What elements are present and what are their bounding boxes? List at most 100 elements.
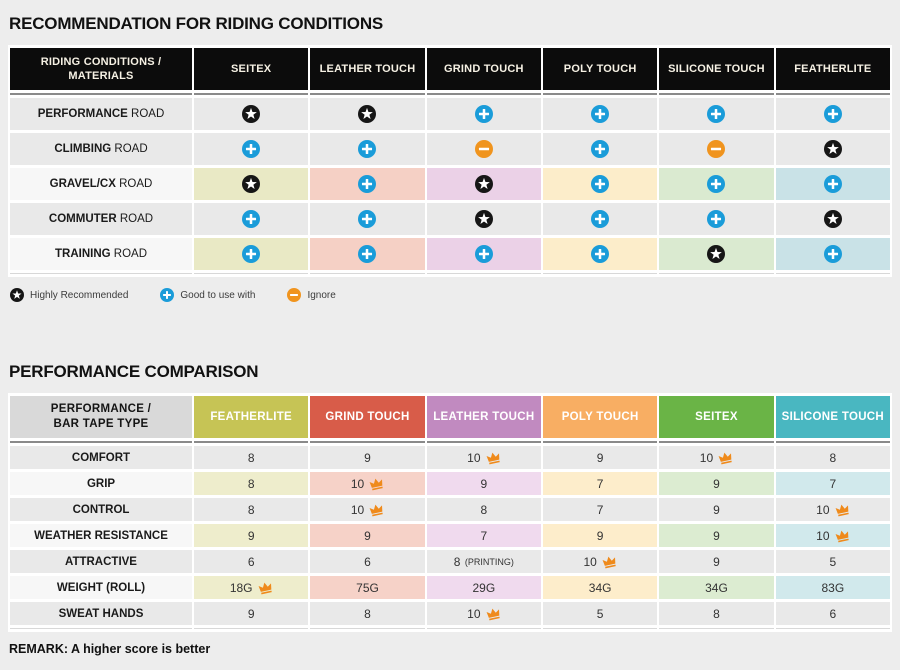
score-value: 9 [247, 528, 255, 543]
score-value: 34G [705, 580, 728, 595]
score-cell: 10 [310, 472, 425, 495]
score-value: 10 [816, 528, 830, 543]
rating-cell [194, 168, 309, 200]
plus-icon [242, 210, 261, 228]
score-cell: 7 [426, 524, 541, 547]
row-label-bold: TRAINING [54, 248, 111, 260]
row-label-text: COMFORT [71, 451, 131, 464]
score-cell: 8 [426, 498, 541, 521]
row-label: ATTRACTIVE [10, 550, 192, 573]
rating-cell [659, 133, 774, 165]
rule-segment [310, 93, 425, 95]
performance-header: PERFORMANCE / BAR TAPE TYPE FEATHERLITE G… [10, 396, 890, 438]
rating-cell [659, 203, 774, 235]
crown-icon [718, 452, 732, 465]
score-value: 10 [816, 502, 830, 517]
minus-icon [474, 140, 493, 158]
corner-line1: RIDING CONDITIONS / [40, 55, 162, 68]
score-value: 6 [829, 606, 837, 621]
corner-line1: PERFORMANCE / [50, 403, 152, 416]
score-value: 9 [480, 476, 488, 491]
performance-row: SWEAT HANDS 9 8 10 5 8 6 [10, 602, 890, 625]
table-bottom-rule [10, 628, 890, 629]
score-cell: 9 [659, 498, 774, 521]
score-cell: 10 [426, 446, 541, 469]
score-value: 9 [713, 502, 720, 517]
rule-segment [194, 273, 309, 274]
corner-header: RIDING CONDITIONS / MATERIALS [10, 48, 192, 90]
rating-cell [775, 133, 890, 165]
score-value: 7 [480, 528, 488, 543]
column-header-featherlite: FEATHERLITE [775, 48, 890, 90]
score-value: 18G [229, 580, 253, 595]
score-cell: 9 [659, 550, 774, 573]
score-value: 5 [829, 554, 837, 569]
riding-condition-row: COMMUTER ROAD [10, 203, 890, 235]
plus-icon [591, 140, 610, 158]
header-underline [10, 93, 890, 95]
column-header-seitex: SEITEX [194, 48, 309, 90]
crown-icon [835, 504, 849, 517]
score-cell: 10 [426, 602, 541, 625]
column-header-silicone-touch: SILICONE TOUCH [775, 396, 890, 438]
score-cell: 9 [310, 446, 425, 469]
row-label: TRAINING ROAD [10, 238, 192, 270]
score-cell: 34G [542, 576, 658, 599]
performance-row: CONTROL 8 10 8 7 9 10 [10, 498, 890, 521]
row-label: COMFORT [10, 446, 192, 469]
score-cell: 8 [194, 446, 309, 469]
crown-icon [258, 582, 272, 595]
score-cell: 8 (PRINTING) [426, 550, 541, 573]
riding-condition-row: CLIMBING ROAD [10, 133, 890, 165]
column-header-poly-touch: POLY TOUCH [542, 48, 658, 90]
legend-item-star: Highly Recommended [10, 288, 128, 302]
row-label-text: CONTROL [72, 503, 130, 516]
performance-row: GRIP 8 10 9 7 9 7 [10, 472, 890, 495]
score-cell: 83G [775, 576, 890, 599]
header-underline [10, 441, 890, 443]
score-value: 8 [247, 476, 255, 491]
plus-icon [358, 245, 377, 263]
riding-condition-row: PERFORMANCE ROAD [10, 98, 890, 130]
performance-table: PERFORMANCE / BAR TAPE TYPE FEATHERLITE G… [8, 393, 892, 632]
score-cell: 29G [426, 576, 541, 599]
corner-line2: BAR TAPE TYPE [53, 418, 149, 430]
rating-cell [542, 203, 658, 235]
rating-cell [542, 168, 658, 200]
plus-icon [707, 175, 726, 193]
score-cell: 6 [775, 602, 890, 625]
plus-icon [474, 245, 493, 263]
score-cell: 10 [775, 498, 890, 521]
column-header-leather-touch: LEATHER TOUCH [310, 48, 425, 90]
row-label: CLIMBING ROAD [10, 133, 192, 165]
score-value: 8 [829, 450, 837, 465]
score-value: 8 [453, 554, 461, 569]
performance-comparison-title: PERFORMANCE COMPARISON [9, 362, 259, 381]
column-header-poly-touch: POLY TOUCH [542, 396, 658, 438]
rating-cell [659, 98, 774, 130]
rule-segment [426, 441, 541, 443]
score-value: 7 [596, 476, 604, 491]
star-icon [474, 210, 493, 228]
score-cell: 75G [310, 576, 425, 599]
rule-segment [10, 628, 192, 629]
rule-segment [659, 273, 774, 274]
row-label-type: ROAD [116, 213, 154, 225]
rating-cell [542, 133, 658, 165]
rating-cell [659, 168, 774, 200]
score-value: 9 [713, 528, 720, 543]
performance-row: WEIGHT (ROLL) 18G 75G 29G 34G 34G 83G [10, 576, 890, 599]
plus-icon [242, 245, 261, 263]
rule-segment [310, 628, 425, 629]
score-value: 29G [472, 580, 496, 595]
rule-segment [426, 93, 541, 95]
score-value: 10 [467, 606, 481, 621]
row-label-type: ROAD [127, 108, 165, 120]
rating-cell [426, 98, 541, 130]
column-header-grind-touch: GRIND TOUCH [426, 48, 541, 90]
score-cell: 5 [542, 602, 658, 625]
rule-segment [194, 441, 309, 443]
star-icon [358, 105, 377, 123]
performance-body: COMFORT 8 9 10 9 10 8 GRIP 8 10 9 7 9 7 CONTROL 8 10 8 7 9 1… [10, 441, 890, 629]
performance-row: COMFORT 8 9 10 9 10 8 [10, 446, 890, 469]
